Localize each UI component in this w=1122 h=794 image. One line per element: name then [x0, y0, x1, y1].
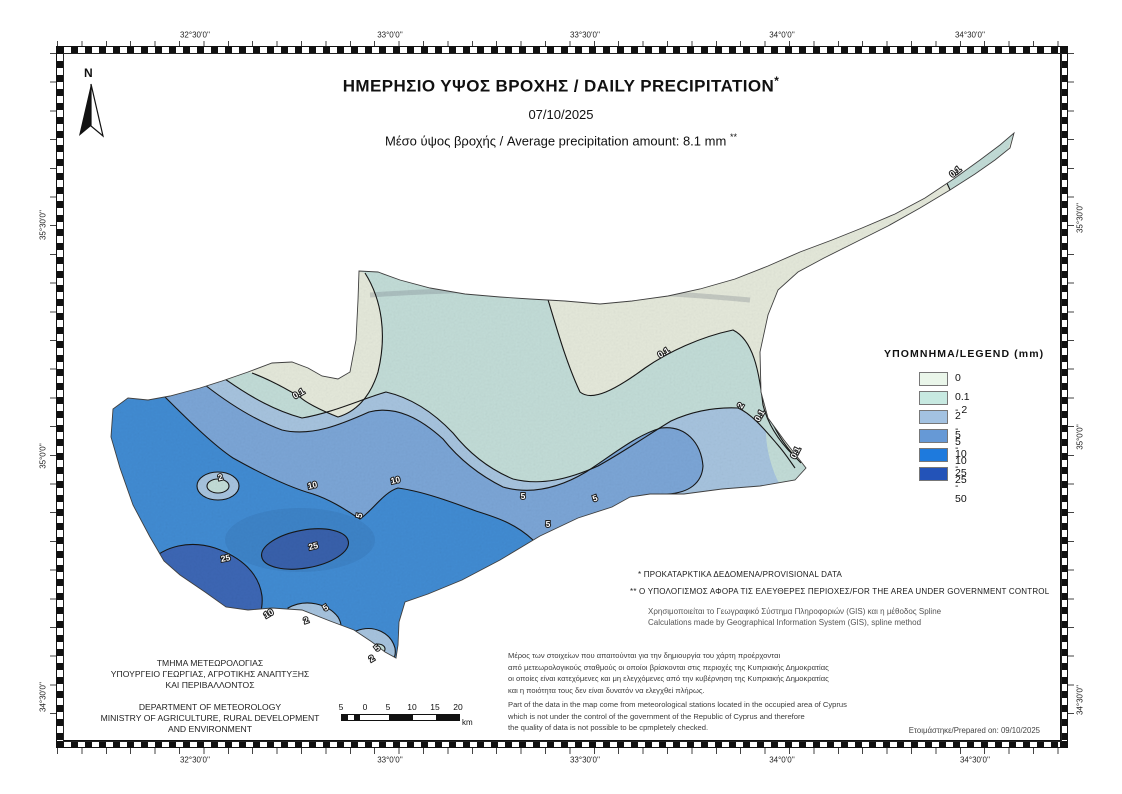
- coord-label: 34°30'0'': [954, 30, 986, 40]
- scale-number: 10: [407, 702, 417, 712]
- legend-swatch: [919, 391, 948, 405]
- coord-label: 34°0'0'': [769, 755, 795, 765]
- agency-english: DEPARTMENT OF METEOROLOGY MINISTRY OF AGR…: [100, 702, 320, 734]
- contour-label: 2: [302, 615, 310, 626]
- note-gis-gr: Χρησιμοποιείται το Γεωγραφικό Σύστημα Πλ…: [648, 607, 942, 616]
- frame-corner: [57, 47, 63, 53]
- contour-label: 10: [390, 474, 402, 486]
- contour-label: 25: [220, 552, 231, 564]
- coord-label: 34°0'0'': [769, 30, 795, 40]
- contour-label: 10: [307, 479, 319, 491]
- contour-label: 25: [307, 540, 319, 552]
- contour-label: 2: [217, 472, 224, 483]
- map-subtitle: Μέσο ύψος βροχής / Average precipitation…: [384, 132, 738, 149]
- legend-label: 25 - 50: [955, 467, 967, 505]
- frame-right: [1060, 46, 1068, 748]
- frame-corner: [57, 741, 63, 747]
- legend-swatch: [919, 410, 948, 424]
- top-ticks: [57, 41, 1061, 47]
- contour-label: 2: [367, 653, 376, 664]
- coord-label: 33°30'0'': [569, 30, 601, 40]
- subtitle-asterisks: **: [729, 132, 738, 142]
- coord-label: 33°0'0'': [377, 30, 403, 40]
- neatline: [63, 53, 1062, 742]
- contour-label: 5: [521, 491, 526, 501]
- coord-label: 34°30'0'': [959, 755, 991, 765]
- contour-label: 2: [735, 401, 746, 410]
- coastline: [110, 131, 1015, 659]
- coord-label: 35°30'0'': [38, 209, 48, 241]
- title-asterisk: *: [774, 74, 780, 88]
- coord-label: 34°30'0'': [1075, 684, 1085, 716]
- north-arrow-icon: [79, 83, 104, 138]
- note-gis-en: Calculations made by Geographical Inform…: [648, 618, 922, 627]
- agency-greek: ΤΜΗΜΑ ΜΕΤΕΩΡΟΛΟΓΙΑΣ ΥΠΟΥΡΓΕΙΟ ΓΕΩΡΓΙΑΣ, Α…: [110, 658, 310, 690]
- bottom-ticks: [57, 748, 1061, 754]
- legend-swatch: [919, 429, 948, 443]
- left-ticks: [50, 53, 56, 741]
- map-date: 07/10/2025: [528, 107, 594, 122]
- prepared-on: Ετοιμάστηκε/Prepared on: 09/10/2025: [908, 726, 1040, 735]
- scale-number: 5: [385, 702, 391, 712]
- note-provisional: * ΠΡΟΚΑΤΑΡΚΤΙΚΑ ΔΕΔΟΜΕΝΑ/PROVISIONAL DAT…: [638, 570, 843, 579]
- contour-label: 5: [591, 493, 599, 504]
- legend-swatch: [919, 372, 948, 386]
- north-label: N: [84, 66, 93, 80]
- contour-label: 5: [546, 519, 551, 529]
- frame-bottom: [56, 740, 1068, 748]
- legend: ΥΠΟΜΝΗΜΑ/LEGEND (mm) 0 0.1 - 2 2 - 5 5 -…: [884, 348, 1064, 508]
- scale-number: 20: [453, 702, 463, 712]
- legend-label: 0: [955, 372, 961, 384]
- coord-label: 34°30'0'': [38, 681, 48, 713]
- coord-label: 35°0'0'': [38, 443, 48, 469]
- scale-number: 5: [338, 702, 344, 712]
- frame-corner: [1061, 47, 1067, 53]
- scale-bar: 5 0 5 10 15 20 km: [338, 702, 481, 732]
- disclaimer-english: Part of the data in the map come from me…: [508, 700, 847, 732]
- scale-number: 0: [362, 702, 368, 712]
- frame-left: [56, 46, 64, 748]
- page-title: ΗΜΕΡΗΣΙΟ ΥΨΟΣ ΒΡΟΧΗΣ / DAILY PRECIPITATI…: [342, 74, 780, 96]
- coord-label: 35°0'0'': [1075, 424, 1085, 450]
- coord-label: 33°0'0'': [377, 755, 403, 765]
- coord-label: 32°30'0'': [179, 30, 211, 40]
- frame-corner: [1061, 741, 1067, 747]
- contour-label: 5: [354, 512, 365, 519]
- legend-swatch: [919, 467, 948, 481]
- scale-unit: km: [462, 718, 473, 727]
- right-ticks: [1068, 53, 1074, 741]
- legend-swatch: [919, 448, 948, 462]
- legend-label: 0.1 - 2: [955, 391, 970, 416]
- contour-label: 5: [321, 602, 331, 613]
- legend-title: ΥΠΟΜΝΗΜΑ/LEGEND (mm): [884, 348, 1045, 360]
- scale-bar-graphic: [341, 714, 460, 721]
- coord-label: 33°30'0'': [569, 755, 601, 765]
- disclaimer-greek: Μέρος των στοιχείων που απαιτούνται για …: [508, 651, 829, 695]
- frame-top: [56, 46, 1068, 54]
- coord-label: 35°30'0'': [1075, 202, 1085, 234]
- note-coverage: ** Ο ΥΠΟΛΟΓΙΣΜΟΣ ΑΦΟΡΑ ΤΙΣ ΕΛΕΥΘΕΡΕΣ ΠΕΡ…: [630, 587, 1050, 596]
- coord-label: 32°30'0'': [179, 755, 211, 765]
- legend-label: 2 - 5: [955, 410, 961, 448]
- legend-label: 5 - 10: [955, 429, 967, 467]
- north-arrow: N: [74, 66, 110, 146]
- legend-label: 10 - 25: [955, 448, 967, 486]
- scale-number: 15: [430, 702, 440, 712]
